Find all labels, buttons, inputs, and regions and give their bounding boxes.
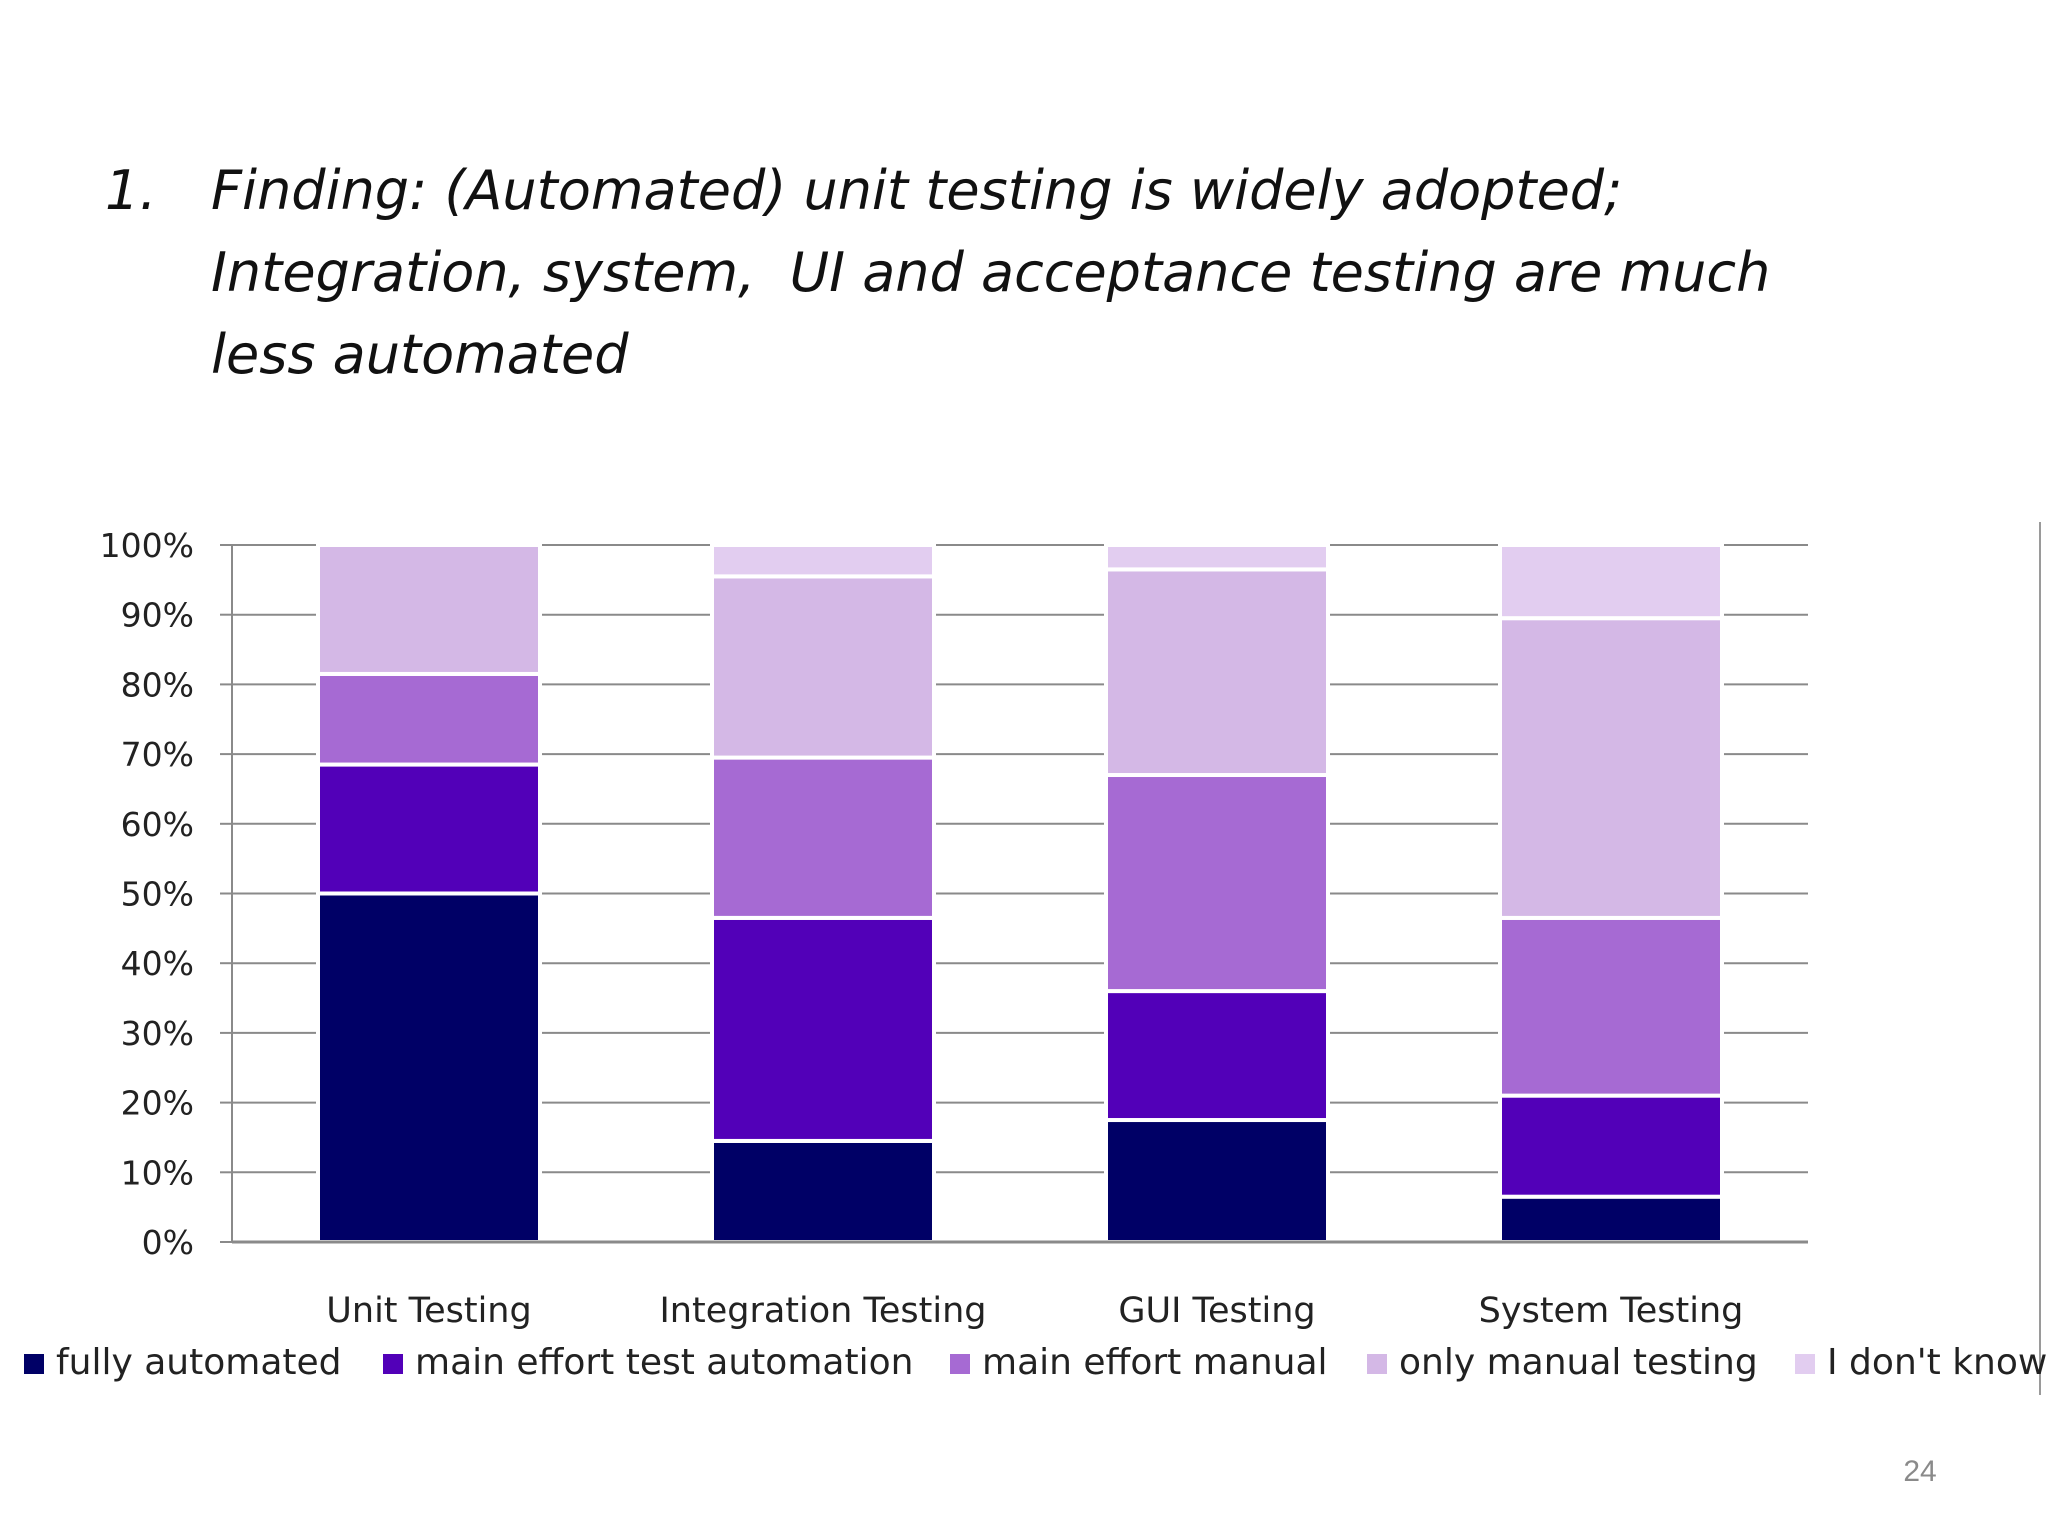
- legend-label: fully automated: [56, 1342, 342, 1383]
- bar-segment: [1498, 1194, 1724, 1244]
- bar-segment: [1498, 616, 1724, 920]
- bar-segment: [316, 762, 542, 896]
- category-label: Unit Testing: [326, 1291, 531, 1331]
- category-labels: Unit Testing Integration Testing GUI Testi…: [326, 1291, 1743, 1331]
- bar-segment: [710, 574, 936, 760]
- y-tick-label: 40%: [121, 944, 194, 983]
- legend-swatch: [383, 1354, 403, 1374]
- page-number: 24: [1903, 1455, 1937, 1488]
- legend-swatch: [950, 1354, 970, 1374]
- category-label: GUI Testing: [1118, 1291, 1315, 1331]
- y-tick-label: 10%: [121, 1153, 194, 1192]
- bar-segment: [1498, 1093, 1724, 1199]
- bar-segment: [1498, 543, 1724, 621]
- legend-swatch: [24, 1354, 44, 1374]
- legend-swatch: [1795, 1354, 1815, 1374]
- bar-segment: [710, 1138, 936, 1245]
- y-tick-label: 20%: [121, 1084, 194, 1123]
- bar-segment: [1104, 543, 1330, 572]
- legend-label: main effort test automation: [415, 1342, 913, 1383]
- category-label: System Testing: [1479, 1291, 1744, 1331]
- y-tick-label: 80%: [121, 665, 194, 704]
- legend: fully automated main effort test automati…: [24, 1342, 2047, 1383]
- y-tick-label: 60%: [121, 805, 194, 844]
- heading-line-3: less automated: [211, 323, 629, 386]
- y-tick-label: 50%: [121, 875, 194, 914]
- bar-segment: [316, 891, 542, 1244]
- bar-segment: [710, 915, 936, 1143]
- bar-segment: [316, 671, 542, 767]
- bar-segment: [1104, 773, 1330, 994]
- bar-segment: [1104, 567, 1330, 778]
- legend-label: main effort manual: [982, 1342, 1328, 1383]
- heading-number: 1.: [105, 159, 157, 222]
- legend-label: I don't know: [1827, 1342, 2047, 1383]
- y-tick-label: 0%: [142, 1223, 194, 1262]
- slide-heading: 1. Finding: (Automated) unit testing is …: [105, 150, 1865, 396]
- axes: [231, 522, 2041, 1395]
- bar-segment: [1104, 989, 1330, 1123]
- heading-text: Finding: (Automated) unit testing is wid…: [211, 150, 1865, 396]
- y-tick-label: 30%: [121, 1014, 194, 1053]
- y-tick-label: 100%: [100, 526, 194, 565]
- y-tick-labels: 0% 10% 20% 30% 40% 50% 60% 70% 80% 90% 100%: [100, 526, 194, 1262]
- bar-segment: [316, 543, 542, 676]
- y-tick-label: 90%: [121, 596, 194, 635]
- bar-segment: [1104, 1118, 1330, 1245]
- bar-segment: [710, 543, 936, 579]
- legend-label: only manual testing: [1399, 1342, 1758, 1383]
- y-tick-label: 70%: [121, 735, 194, 774]
- bar-segment: [710, 755, 936, 920]
- bars: [316, 543, 1724, 1245]
- heading-line-1: Finding: (Automated) unit testing is wid…: [211, 159, 1623, 222]
- category-label: Integration Testing: [659, 1291, 986, 1331]
- legend-swatch: [1367, 1354, 1387, 1374]
- bar-segment: [1498, 915, 1724, 1098]
- heading-line-2: Integration, system, UI and acceptance t…: [211, 241, 1771, 304]
